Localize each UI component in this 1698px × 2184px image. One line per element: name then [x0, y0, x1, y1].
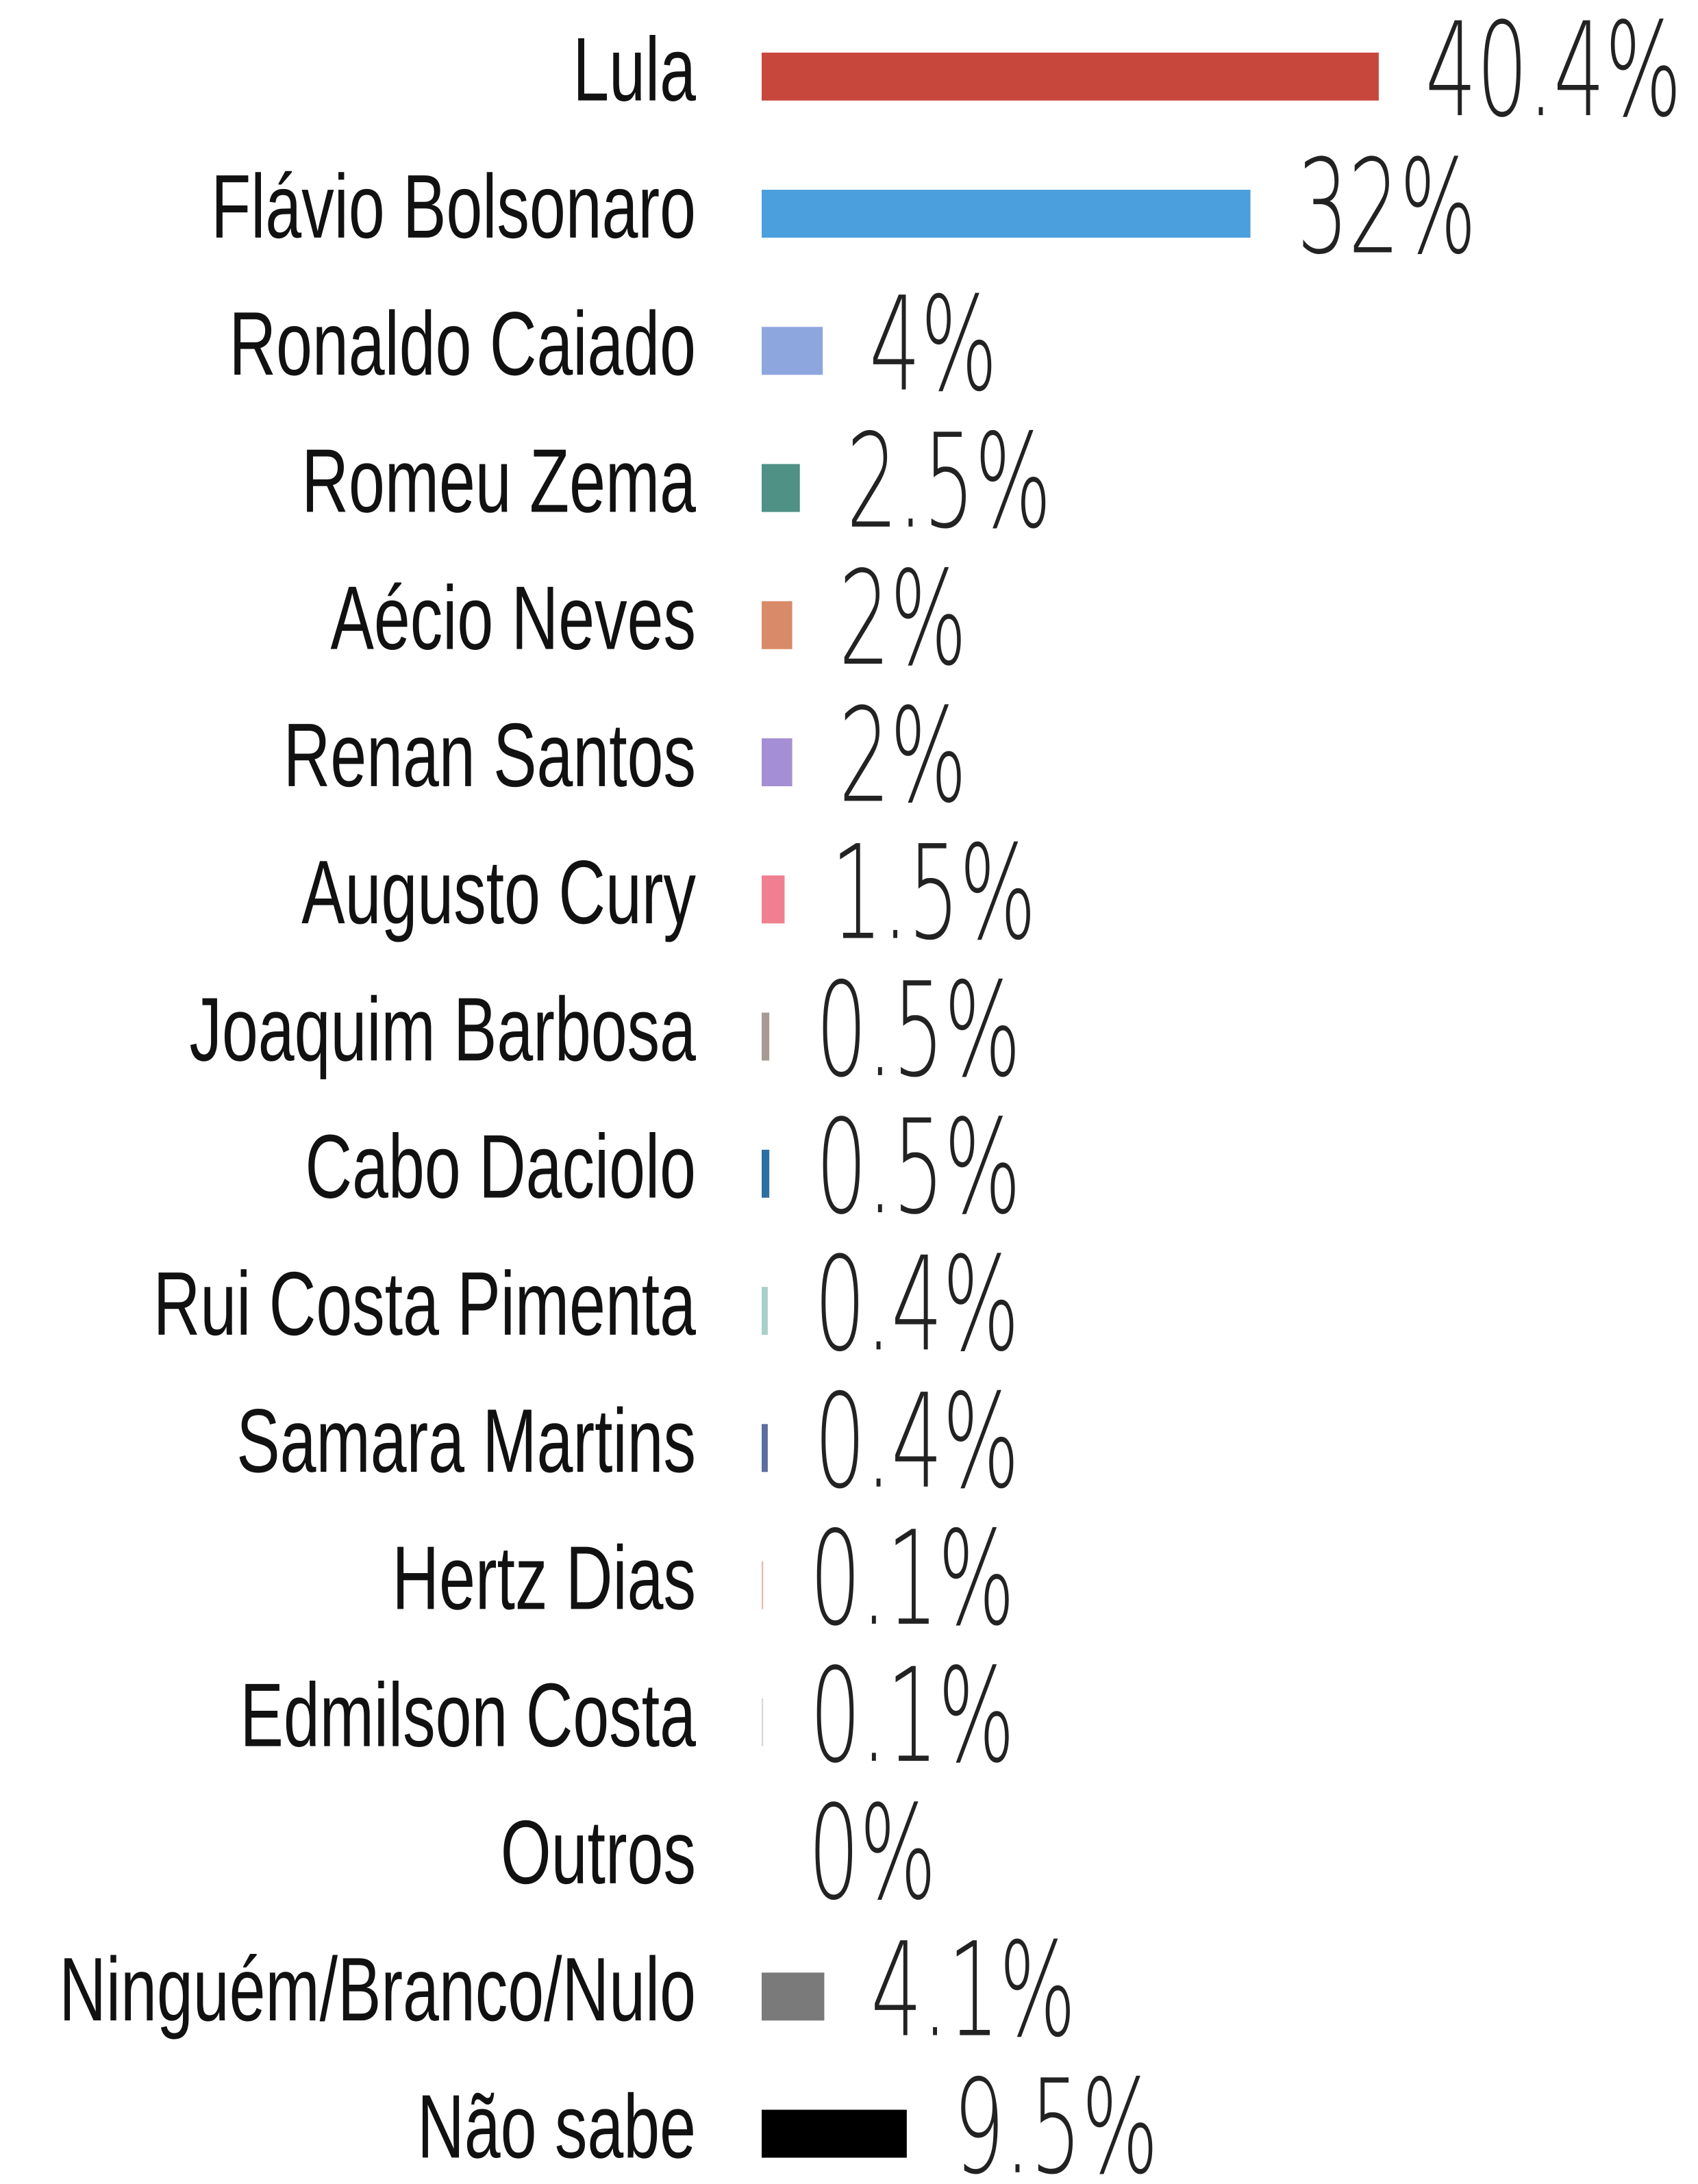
- bar: [762, 875, 785, 924]
- bar: [762, 1149, 770, 1198]
- category-label: Samara Martins: [236, 1391, 696, 1492]
- category-label: Outros: [501, 1803, 696, 1903]
- category-label: Aécio Neves: [331, 568, 696, 668]
- category-label: Edmilson Costa: [240, 1665, 697, 1766]
- value-label: 40.4%: [1425, 0, 1682, 147]
- value-label: 0.1%: [810, 1641, 1014, 1792]
- value-label: 2%: [839, 681, 967, 832]
- bar: [762, 1698, 764, 1746]
- value-label: 0.5%: [816, 955, 1021, 1106]
- category-label: Ninguém/Branco/Nulo: [59, 1940, 696, 2040]
- bar: [762, 464, 800, 512]
- category-label: Cabo Daciolo: [305, 1116, 696, 1217]
- value-label: 1.5%: [831, 818, 1036, 969]
- bar: [762, 1287, 768, 1335]
- category-label: Ronaldo Caiado: [229, 294, 696, 394]
- bar: [762, 1561, 764, 1609]
- bar: [762, 2109, 907, 2158]
- category-label: Augusto Cury: [301, 842, 696, 943]
- value-label: 0.4%: [814, 1229, 1019, 1381]
- category-label: Rui Costa Pimenta: [153, 1254, 696, 1355]
- bar: [762, 190, 1251, 238]
- bar: [762, 327, 823, 375]
- value-label: 32%: [1297, 132, 1477, 284]
- category-label: Romeu Zema: [301, 431, 696, 531]
- bar: [762, 52, 1379, 101]
- bar: [762, 1972, 825, 2021]
- category-label: Joaquim Barbosa: [189, 979, 696, 1080]
- bars: [762, 52, 1379, 2158]
- value-label: 9.5%: [953, 2052, 1158, 2184]
- category-label: Renan Santos: [284, 705, 696, 806]
- value-label: 4.1%: [871, 1915, 1075, 2066]
- value-label: 4%: [869, 269, 997, 421]
- value-label: 2%: [839, 544, 967, 695]
- category-labels: Lula Flávio Bolsonaro Ronaldo Caiado Romeu …: [59, 19, 696, 2177]
- bar: [762, 738, 792, 787]
- category-label: Hertz Dias: [392, 1528, 696, 1629]
- bar: [762, 601, 792, 649]
- category-label: Flávio Bolsonaro: [211, 157, 696, 258]
- value-label: 0.4%: [814, 1366, 1019, 1518]
- value-label: 2.5%: [847, 406, 1051, 557]
- category-label: Lula: [573, 19, 696, 120]
- bar: [762, 1424, 768, 1472]
- bar: [762, 1012, 770, 1061]
- value-label: 0.1%: [810, 1503, 1014, 1655]
- value-label: 0.5%: [816, 1092, 1021, 1244]
- value-label: 0%: [808, 1778, 936, 1929]
- value-labels: 40.4%32%4%2.5%2%2%1.5%0.5%0.5%0.4%0.4%0.…: [808, 0, 1682, 2184]
- category-label: Não sabe: [417, 2076, 696, 2177]
